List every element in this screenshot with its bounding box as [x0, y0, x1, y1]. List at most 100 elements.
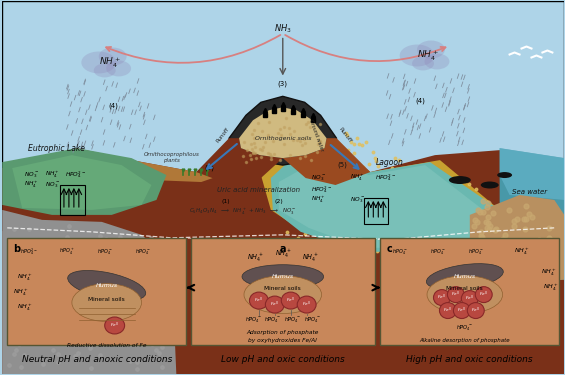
Text: High pH and oxic conditions: High pH and oxic conditions [406, 355, 533, 364]
Text: $HPO_4^-$: $HPO_4^-$ [284, 316, 301, 325]
Text: (2): (2) [275, 200, 283, 204]
Ellipse shape [427, 276, 503, 314]
Ellipse shape [433, 290, 450, 306]
Text: $HPO_4^-$: $HPO_4^-$ [245, 316, 261, 325]
Text: Humus: Humus [454, 274, 476, 279]
Ellipse shape [467, 303, 484, 318]
FancyArrowPatch shape [207, 144, 237, 169]
Text: $NH_4^+$: $NH_4^+$ [247, 252, 263, 264]
Text: $NH_3$: $NH_3$ [274, 22, 292, 35]
Text: by oxyhydroxides Fe/Al: by oxyhydroxides Fe/Al [249, 338, 317, 343]
Text: $NH_4^+$: $NH_4^+$ [302, 252, 319, 264]
Text: Neutral pH and anoxic conditions: Neutral pH and anoxic conditions [21, 355, 172, 364]
Text: Ornithogenic soils: Ornithogenic soils [255, 136, 311, 141]
Text: $NH_4^+$: $NH_4^+$ [311, 195, 325, 205]
Text: $NH_4^+$: $NH_4^+$ [541, 267, 557, 278]
Ellipse shape [475, 286, 492, 303]
Polygon shape [2, 210, 176, 374]
Text: Mineral soils: Mineral soils [264, 286, 301, 291]
Text: $HPO_4^-$: $HPO_4^-$ [457, 324, 473, 333]
Ellipse shape [412, 57, 434, 70]
Text: $Fe^{II}$: $Fe^{II}$ [444, 306, 453, 315]
Text: $Fe^{II}$: $Fe^{II}$ [270, 300, 279, 309]
Text: $HPO_4^-$: $HPO_4^-$ [392, 247, 408, 256]
Text: $HPO_4^-$: $HPO_4^-$ [134, 247, 150, 256]
Text: Sea water: Sea water [512, 189, 547, 195]
Text: $Fe^{II}$: $Fe^{II}$ [302, 300, 311, 309]
Text: $Fe^{II}$: $Fe^{II}$ [457, 306, 466, 315]
Ellipse shape [427, 264, 503, 290]
Text: $NH_4^+$: $NH_4^+$ [24, 180, 39, 190]
Text: (4): (4) [108, 102, 119, 108]
Ellipse shape [94, 63, 116, 77]
Polygon shape [271, 145, 499, 252]
Text: $Fe^{II}$: $Fe^{II}$ [471, 306, 480, 315]
Text: a: a [280, 244, 286, 254]
Text: $HPO_4^-$: $HPO_4^-$ [305, 316, 321, 325]
Ellipse shape [497, 172, 512, 178]
Polygon shape [196, 138, 283, 185]
Text: $HPO_4^-$: $HPO_4^-$ [264, 316, 281, 325]
Text: Alkaline desorption of phosphate: Alkaline desorption of phosphate [420, 338, 510, 343]
Text: Eutrophic Lake: Eutrophic Lake [28, 144, 85, 153]
Bar [60, 185, 85, 215]
Text: (3): (3) [278, 80, 288, 87]
Ellipse shape [250, 292, 268, 309]
Polygon shape [470, 195, 564, 285]
Text: $HPO_4^{2-}$: $HPO_4^{2-}$ [375, 172, 397, 183]
Ellipse shape [72, 284, 141, 321]
Text: $NH_4^+$: $NH_4^+$ [13, 287, 29, 298]
FancyBboxPatch shape [7, 238, 186, 345]
Polygon shape [12, 155, 151, 210]
Polygon shape [239, 107, 327, 158]
Ellipse shape [105, 317, 125, 334]
Text: $NH_4^+$: $NH_4^+$ [17, 302, 33, 313]
Bar [364, 198, 388, 224]
Text: $NH_4^+$: $NH_4^+$ [275, 248, 291, 260]
FancyArrowPatch shape [106, 35, 280, 63]
Text: Ground water: Ground water [308, 118, 325, 152]
Text: Ornithocoprophilous
plants: Ornithocoprophilous plants [144, 152, 199, 162]
Text: $HPO_4^{2-}$: $HPO_4^{2-}$ [20, 246, 38, 257]
Text: $NH_4^+$: $NH_4^+$ [45, 170, 60, 180]
Ellipse shape [449, 176, 471, 184]
FancyArrowPatch shape [188, 285, 194, 290]
Polygon shape [2, 105, 564, 374]
Polygon shape [261, 105, 499, 250]
Ellipse shape [297, 296, 316, 313]
Text: Low pH and oxic conditions: Low pH and oxic conditions [221, 355, 345, 364]
Text: (4): (4) [415, 97, 425, 104]
Text: $Fe^{II}$: $Fe^{II}$ [437, 293, 446, 302]
Text: $NO_3^-$: $NO_3^-$ [45, 180, 60, 190]
Ellipse shape [481, 182, 499, 189]
FancyBboxPatch shape [380, 238, 559, 345]
Text: $HPO_4^-$: $HPO_4^-$ [97, 247, 112, 256]
Text: $NO_3^-$: $NO_3^-$ [350, 195, 366, 205]
Text: Mineral soils: Mineral soils [88, 297, 125, 302]
Text: $C_5H_4O_3N_4$  $\longrightarrow$  $NH_4^+$ + $NH_3$  $\longrightarrow$  $NO_3^-: $C_5H_4O_3N_4$ $\longrightarrow$ $NH_4^+… [189, 207, 297, 217]
Ellipse shape [244, 276, 321, 314]
Polygon shape [229, 96, 337, 165]
Text: c: c [386, 244, 392, 254]
Text: $NH_4^+$: $NH_4^+$ [17, 273, 33, 283]
Text: $Fe^{II}$: $Fe^{II}$ [451, 290, 460, 299]
Text: $NH_4^+$: $NH_4^+$ [514, 246, 529, 257]
Text: $HPO_4^{2-}$: $HPO_4^{2-}$ [311, 184, 332, 195]
Polygon shape [2, 148, 167, 215]
Text: $NO_3^-$: $NO_3^-$ [311, 173, 326, 183]
Text: (5): (5) [337, 162, 347, 168]
Text: $NH_4^+$: $NH_4^+$ [544, 282, 559, 293]
Polygon shape [499, 148, 564, 200]
FancyBboxPatch shape [2, 1, 564, 230]
Ellipse shape [106, 60, 131, 76]
Text: (5): (5) [204, 165, 214, 171]
Text: b: b [13, 244, 20, 254]
Text: $HPO_4^-$: $HPO_4^-$ [430, 247, 446, 256]
Text: Humus: Humus [95, 283, 118, 288]
FancyBboxPatch shape [192, 238, 375, 345]
Text: Lagoon: Lagoon [376, 158, 404, 166]
Ellipse shape [266, 296, 284, 313]
Ellipse shape [440, 303, 457, 318]
Text: Adsorption of phosphate: Adsorption of phosphate [246, 330, 319, 335]
Ellipse shape [417, 40, 445, 58]
